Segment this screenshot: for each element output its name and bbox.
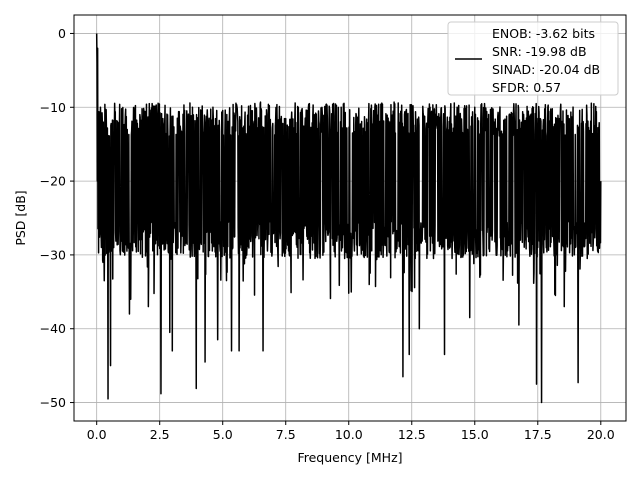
y-tick-label: 0 [58,26,66,41]
x-tick-label: 0.0 [87,427,107,442]
x-tick-label: 7.5 [276,427,296,442]
y-tick-label: −20 [40,174,66,189]
x-tick-label: 15.0 [461,427,489,442]
x-tick-label: 20.0 [587,427,615,442]
y-tick-label: −10 [40,100,66,115]
y-tick-label: −50 [40,395,66,410]
legend-entry-label: ENOB: -3.62 bits SNR: -19.98 dB SINAD: -20… [492,26,600,95]
x-tick-label: 2.5 [150,427,170,442]
axes-frame [73,14,627,422]
x-tick-label: 17.5 [524,427,552,442]
legend-entry-line: SFDR: 0.57 [492,80,561,95]
y-tick-label: −40 [40,321,66,336]
x-tick-label: 12.5 [398,427,426,442]
legend-box [447,21,619,96]
psd-series-line [95,33,602,404]
legend-entry-line: SINAD: -20.04 dB [492,62,600,77]
x-tick-label: 10.0 [335,427,363,442]
legend-entry-line: SNR: -19.98 dB [492,44,587,59]
legend: ENOB: -3.62 bits SNR: -19.98 dB SINAD: -20… [447,21,619,96]
plot-area [95,33,602,404]
x-axis-label: Frequency [MHz] [297,450,402,465]
y-axis-label: PSD [dB] [13,190,28,245]
x-tick-label: 5.0 [213,427,233,442]
y-tick-label: −30 [40,247,66,262]
axis-ticks: 0.0 2.5 5.0 7.5 10.0 12.5 15.0 17.5 20.0 0 −10 −20 −… [40,26,615,442]
legend-entry-line: ENOB: -3.62 bits [492,26,595,41]
